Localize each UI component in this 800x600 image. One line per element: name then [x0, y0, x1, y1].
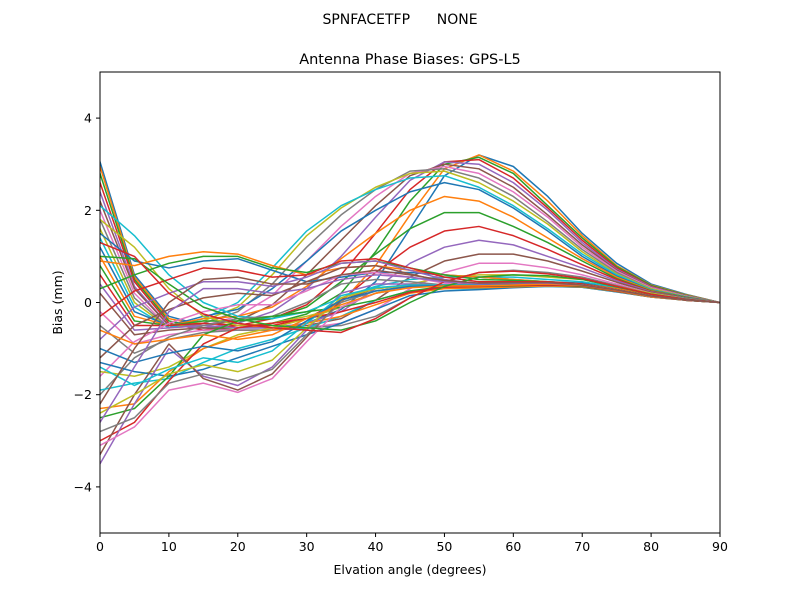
- series-line: [100, 211, 720, 327]
- series-line: [100, 262, 720, 345]
- x-tick-label: 90: [712, 539, 728, 554]
- figure-suptitle: SPNFACETFP NONE: [322, 12, 477, 28]
- x-tick-label: 50: [436, 539, 452, 554]
- series-layer: [100, 154, 720, 465]
- series-line: [100, 225, 720, 327]
- chart-title: Antenna Phase Biases: GPS-L5: [299, 52, 521, 68]
- x-tick-label: 10: [161, 539, 177, 554]
- x-tick-label: 40: [368, 539, 384, 554]
- y-tick-label: 2: [84, 203, 92, 218]
- plot-frame: [99, 71, 721, 534]
- y-tick-label: −2: [74, 387, 92, 402]
- ticks-layer: 0 10 20 30 40 50 60 70 80 90 −4 −2 0 2 4: [74, 111, 728, 554]
- series-line: [100, 195, 720, 327]
- series-line: [100, 269, 720, 405]
- x-axis-label: Elvation angle (degrees): [333, 562, 486, 577]
- x-tick-label: 30: [299, 539, 315, 554]
- x-tick-label: 80: [643, 539, 659, 554]
- x-tick-label: 70: [574, 539, 590, 554]
- y-tick-label: −4: [74, 479, 92, 494]
- y-tick-label: 0: [84, 295, 92, 310]
- x-tick-label: 60: [505, 539, 521, 554]
- y-axis-label: Bias (mm): [50, 270, 65, 334]
- series-line: [100, 241, 720, 334]
- x-tick-label: 0: [96, 539, 104, 554]
- y-tick-label: 4: [84, 111, 92, 126]
- x-tick-label: 20: [230, 539, 246, 554]
